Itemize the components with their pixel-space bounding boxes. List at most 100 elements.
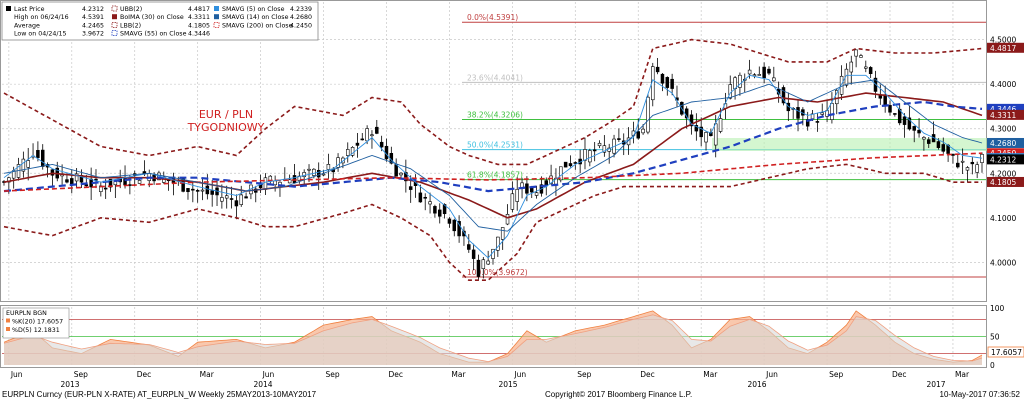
- legend-value: 4.2680: [290, 14, 312, 21]
- candle-body: [718, 118, 723, 132]
- legend-value: 4.2339: [290, 6, 312, 13]
- price-tag-text: 4.4817: [990, 44, 1016, 53]
- time-tick-label: Jun: [262, 370, 275, 379]
- candle-body: [365, 128, 369, 142]
- price-tag-text: 4.1805: [990, 178, 1016, 187]
- legend-swatch: [112, 14, 117, 20]
- candle-body: [738, 74, 742, 88]
- candle-body: [476, 259, 481, 277]
- candle-body: [641, 128, 645, 134]
- candle-body: [321, 173, 326, 176]
- candle-body: [312, 168, 316, 176]
- candle-body: [224, 195, 229, 199]
- candle-body: [500, 227, 505, 240]
- legend-swatch: [214, 14, 219, 20]
- legend-value: 4.1805: [188, 22, 210, 29]
- candle-body: [713, 123, 718, 146]
- legend-label: Last Price: [14, 6, 45, 13]
- oscillator-panel: 0 50 100: [2, 304, 1005, 370]
- candle-body: [670, 78, 674, 89]
- candle-body: [505, 214, 510, 225]
- candle-body: [747, 69, 752, 75]
- year-label: 2017: [926, 380, 945, 389]
- price-value-tags: 4.48174.34464.33114.26804.24504.23394.23…: [987, 42, 1024, 187]
- candle-body: [123, 177, 127, 186]
- candle-body: [602, 145, 607, 153]
- price-tag: [987, 176, 1024, 187]
- price-axis: 4.0000 4.1000 4.2000 4.3000 4.4000 4.5000: [990, 36, 1016, 268]
- candle-body: [559, 166, 563, 181]
- time-tick-label: Dec: [640, 370, 655, 379]
- oscillator-tick-label: 0: [990, 361, 995, 370]
- candle-body: [404, 172, 408, 182]
- footer-timestamp: 10-May-2017 07:36:52: [939, 390, 1021, 399]
- candle-body: [350, 147, 355, 156]
- candle-body: [665, 77, 670, 88]
- candle-body: [660, 73, 665, 84]
- legend-label: High on 06/24/16: [14, 14, 69, 21]
- candle-body: [370, 134, 374, 137]
- candle-body: [835, 90, 839, 105]
- time-tick-label: Mar: [955, 370, 970, 379]
- candle-body: [854, 49, 858, 57]
- oscillator-area: [4, 314, 982, 365]
- candle-body: [375, 126, 379, 134]
- legend-label: Average: [14, 22, 40, 29]
- candle-body: [704, 132, 708, 143]
- candle-body: [302, 172, 306, 178]
- candle-body: [534, 192, 539, 196]
- candle-body: [360, 138, 365, 141]
- candle-body: [137, 180, 142, 184]
- fib-level-label: 50.0%(4.2531): [467, 141, 523, 150]
- time-axis: Jun Sep Dec Mar Jun Sep Dec Mar Jun Sep Dec Mar Jun S…: [10, 370, 970, 389]
- series-line: [3, 74, 983, 259]
- series-line: [3, 163, 982, 281]
- candle-body: [772, 77, 776, 82]
- series-line: [3, 38, 983, 166]
- footer: EURPLN Curncy (EUR-PLN X-RATE) AT_EURPLN…: [0, 389, 1024, 401]
- price-tag: [987, 109, 1024, 120]
- candle-body: [583, 149, 587, 161]
- candle-body: [26, 160, 30, 168]
- price-tag-text: 4.3446: [990, 105, 1016, 114]
- candle-body: [437, 209, 442, 217]
- candle-body: [379, 141, 384, 148]
- price-tick-label: 4.1000: [990, 214, 1016, 223]
- candle-body: [36, 150, 40, 158]
- oscillator-tick-label: 50: [990, 333, 1000, 342]
- candle-body: [573, 162, 578, 164]
- legend-value: 4.5391: [82, 14, 104, 21]
- candle-body: [767, 68, 771, 74]
- candle-body: [292, 175, 297, 184]
- candle-body: [40, 149, 45, 167]
- price-tag-text: 4.2312: [990, 155, 1016, 164]
- candle-body: [830, 103, 834, 120]
- oscillator-legend-label: %K(20) 17.6057: [12, 319, 63, 326]
- fib-level-label: 38.2%(4.3206): [467, 111, 523, 120]
- candle-body: [820, 112, 824, 115]
- candle-body: [912, 126, 916, 131]
- year-label: 2016: [747, 380, 766, 389]
- price-tick-label: 4.3000: [990, 125, 1016, 134]
- candle-body: [84, 184, 89, 187]
- candle-body: [128, 184, 132, 186]
- candle-body: [273, 180, 277, 186]
- indicator-lines: [3, 38, 983, 281]
- candle-body: [181, 178, 185, 192]
- fib-level-label: 100.0%(3.9672): [467, 268, 528, 277]
- candle-body: [956, 162, 960, 168]
- legend: Last Price 4.2312 High on 06/24/16 4.5391 Av…: [1, 1, 319, 41]
- candle-body: [234, 200, 239, 207]
- time-tick-label: Jun: [513, 370, 526, 379]
- time-tick-label: Dec: [388, 370, 403, 379]
- candle-body: [205, 185, 210, 195]
- price-tick-label: 4.0000: [990, 258, 1016, 267]
- candle-body: [917, 129, 921, 134]
- candle-body: [694, 125, 699, 132]
- candle-body: [481, 259, 486, 269]
- legend-label: SMAVG (200) on Close: [222, 22, 293, 29]
- candle-body: [394, 164, 398, 177]
- candle-body: [457, 221, 461, 237]
- candle-body: [355, 142, 360, 146]
- candle-body: [888, 105, 892, 113]
